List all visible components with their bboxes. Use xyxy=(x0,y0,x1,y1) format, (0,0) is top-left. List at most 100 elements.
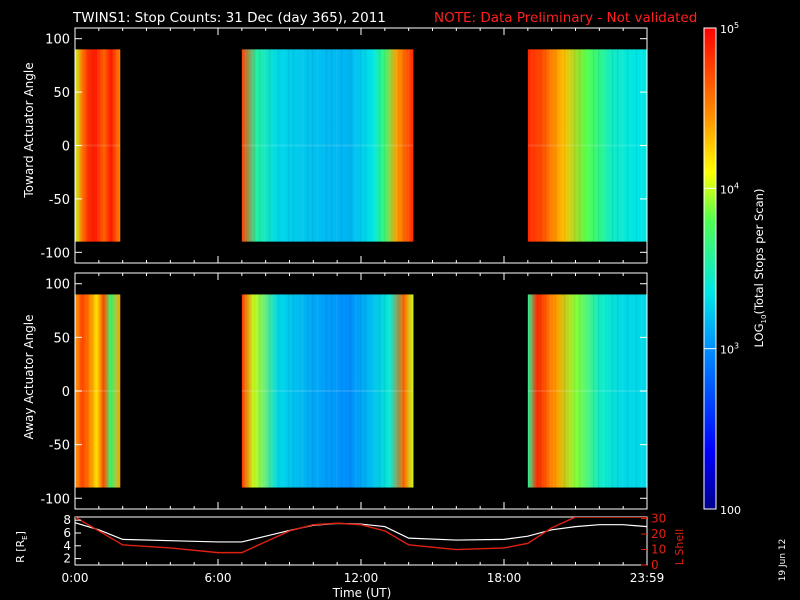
heatmap-striation xyxy=(311,294,314,488)
heatmap-striation xyxy=(539,49,542,242)
heatmap-striation xyxy=(402,49,405,242)
heatmap-striation xyxy=(102,294,104,488)
toward-heatmap-panel: 100 50 0 -50 -100 xyxy=(40,27,648,264)
heatmap-striation xyxy=(340,49,343,242)
away-ylabel: Away Actuator Angle xyxy=(22,314,36,439)
x-tick-label: 0:00 xyxy=(62,571,89,585)
heatmap-striation xyxy=(626,49,629,242)
x-tick-label: 12:00 xyxy=(344,571,379,585)
x-tick-label: 23:59 xyxy=(630,571,665,585)
heatmap-striation xyxy=(335,294,338,488)
heatmap-striation xyxy=(592,49,595,242)
heatmap-striation xyxy=(364,294,367,488)
preliminary-note: NOTE: Data Preliminary - Not validated xyxy=(434,10,697,26)
heatmap-striation xyxy=(578,294,581,488)
rshell-line xyxy=(75,522,647,543)
heatmap-striation xyxy=(87,294,89,488)
heatmap-striation xyxy=(316,294,319,488)
heatmap-striation xyxy=(282,49,285,242)
orbit-right-ylabel: L Shell xyxy=(673,529,686,565)
heatmap-striation xyxy=(306,294,309,488)
date-stamp: 19 Jun 12 xyxy=(778,539,788,582)
heatmap-interval-block xyxy=(241,49,414,242)
y-tick-label: -100 xyxy=(40,492,70,507)
orbit-left-ylabel: R [RE] xyxy=(14,531,29,563)
heatmap-striation xyxy=(311,49,314,242)
heatmap-striation xyxy=(359,49,362,242)
away-heatmap-panel: 100 50 0 -50 -100 xyxy=(40,272,648,510)
heatmap-striation xyxy=(530,49,533,242)
heatmap-striation xyxy=(388,294,391,488)
y-tick-label: 100 xyxy=(45,278,70,293)
heatmap-striation xyxy=(354,294,357,488)
heatmap-striation xyxy=(383,49,386,242)
heatmap-striation xyxy=(292,49,295,242)
heatmap-interval-block xyxy=(527,294,647,488)
y-tick-label: 50 xyxy=(53,86,70,101)
heatmap-striation xyxy=(116,294,118,488)
heatmap-striation xyxy=(397,49,400,242)
heatmap-interval-block xyxy=(75,294,121,488)
heatmap-striation xyxy=(407,294,410,488)
heatmap-striation xyxy=(306,49,309,242)
figure-title: TWINS1: Stop Counts: 31 Dec (day 365), 2… xyxy=(72,10,386,26)
heatmap-striation xyxy=(602,49,605,242)
colorbar-bar xyxy=(703,27,717,510)
left-y-tick-label: 6 xyxy=(63,526,71,540)
heatmap-striation xyxy=(616,49,619,242)
heatmap-striation xyxy=(263,49,266,242)
heatmap-striation xyxy=(292,294,295,488)
x-tick-label: 18:00 xyxy=(487,571,522,585)
heatmap-striation xyxy=(402,294,405,488)
heatmap-striation xyxy=(111,49,113,242)
heatmap-striation xyxy=(92,294,94,488)
heatmap-striation xyxy=(383,294,386,488)
heatmap-striation xyxy=(301,294,304,488)
orbit-xlabel: Time (UT) xyxy=(332,586,392,600)
heatmap-striation xyxy=(301,49,304,242)
heatmap-striation xyxy=(87,49,89,242)
heatmap-striation xyxy=(539,294,542,488)
heatmap-striation xyxy=(554,49,557,242)
right-y-tick-label: 0 xyxy=(651,558,659,572)
heatmap-striation xyxy=(116,49,118,242)
colorbar-tick-label: 104 xyxy=(720,181,739,196)
heatmap-striation xyxy=(287,49,290,242)
toward-ylabel: Toward Actuator Angle xyxy=(22,62,36,198)
orbit-lines xyxy=(75,517,647,554)
heatmap-striation xyxy=(378,49,381,242)
heatmap-striation xyxy=(602,294,605,488)
heatmap-striation xyxy=(325,49,328,242)
right-y-tick-label: 20 xyxy=(651,527,666,541)
heatmap-striation xyxy=(621,49,624,242)
heatmap-striation xyxy=(544,294,547,488)
heatmap-striation xyxy=(397,294,400,488)
heatmap-striation xyxy=(244,49,247,242)
heatmap-striation xyxy=(563,49,566,242)
heatmap-striation xyxy=(330,294,333,488)
heatmap-striation xyxy=(568,49,571,242)
colorbar-tick-label: 100 xyxy=(720,504,741,517)
heatmap-striation xyxy=(277,49,280,242)
colorbar-tick-label: 103 xyxy=(720,342,739,357)
y-tick-label: -100 xyxy=(40,246,70,261)
left-y-tick-label: 4 xyxy=(63,539,71,553)
heatmap-striation xyxy=(373,49,376,242)
y-tick-label: -50 xyxy=(49,439,70,454)
heatmap-striation xyxy=(549,294,552,488)
colorbar-tick-label: 105 xyxy=(720,21,739,36)
heatmap-striation xyxy=(349,49,352,242)
heatmap-striation xyxy=(611,49,614,242)
heatmap-striation xyxy=(573,294,576,488)
x-tick-label: 6:00 xyxy=(205,571,232,585)
right-y-tick-label: 30 xyxy=(651,512,666,526)
heatmap-striation xyxy=(268,294,271,488)
y-tick-label: -50 xyxy=(49,193,70,208)
heatmap-striation xyxy=(378,294,381,488)
heatmap-striation xyxy=(287,294,290,488)
zero-angle-band xyxy=(241,144,414,147)
heatmap-striation xyxy=(587,49,590,242)
heatmap-striation xyxy=(277,294,280,488)
